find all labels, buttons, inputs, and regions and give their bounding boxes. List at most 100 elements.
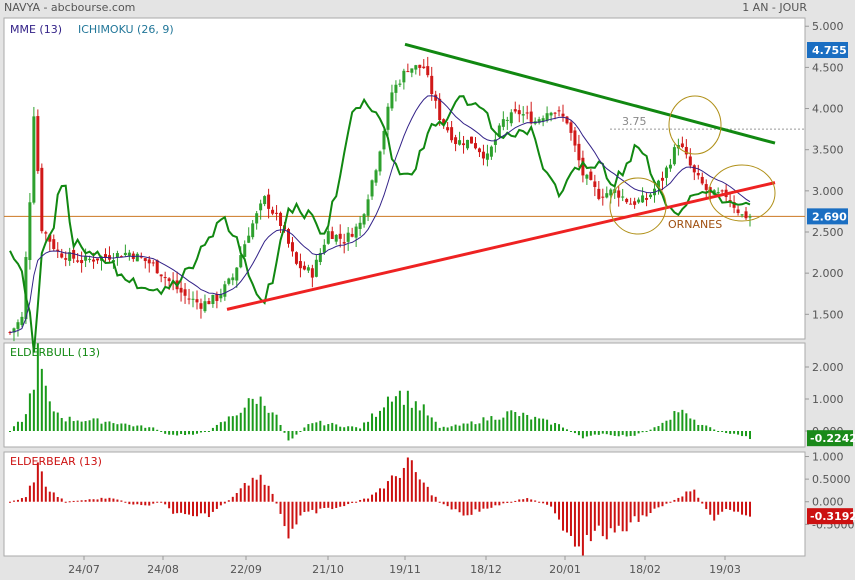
elderbear-bar-25 [108, 497, 111, 502]
elderbear-bar-101 [410, 460, 413, 502]
elderbear-bar-165 [665, 501, 668, 504]
elderbear-bar-159 [641, 501, 644, 516]
candle-body-57 [235, 267, 239, 281]
elderbull-bar-128 [518, 416, 521, 431]
price-y-tick-label-2: 4.000 [812, 103, 844, 116]
elderbear-bar-64 [263, 484, 266, 502]
elderbear-bar-15 [68, 501, 71, 503]
elderbull-bar-171 [689, 418, 692, 431]
candle-body-108 [438, 98, 442, 121]
legend-mme: MME (13) [10, 23, 62, 36]
elderbear-bar-74 [303, 501, 306, 512]
candle-body-60 [247, 235, 251, 243]
elderbear-bar-67 [275, 501, 278, 504]
elderbear-bar-133 [538, 501, 541, 503]
elderbear-bar-139 [562, 501, 565, 531]
elderbull-bar-165 [665, 420, 668, 431]
elderbear-bar-175 [705, 501, 708, 510]
elderbear-bar-4 [24, 497, 27, 502]
candle-body-21 [92, 259, 96, 262]
elderbull-bar-20 [88, 420, 91, 431]
elderbull-bar-98 [398, 390, 401, 431]
elderbull-bar-102 [414, 401, 417, 431]
candle-body-109 [442, 119, 446, 125]
elderbull-bar-91 [371, 413, 374, 431]
candle-body-178 [716, 192, 720, 194]
elderbull-bar-105 [426, 415, 429, 431]
elderbear-bar-166 [669, 501, 672, 503]
elderbull-bar-86 [351, 426, 354, 431]
candle-body-115 [466, 139, 470, 149]
elderbear-bar-110 [446, 501, 449, 507]
elderbull-bar-14 [64, 421, 67, 431]
candle-body-141 [569, 122, 573, 133]
elderbear-bar-156 [629, 501, 632, 523]
elderbear-bar-23 [100, 497, 103, 502]
candle-body-75 [306, 267, 310, 271]
elderbull-bar-4 [24, 414, 27, 431]
elderbull-bar-65 [267, 412, 270, 431]
elderbear-bar-154 [621, 501, 624, 532]
elderbull-bar-61 [251, 398, 254, 431]
elderbear-bar-34 [144, 501, 147, 506]
elderbear-bar-131 [530, 499, 533, 502]
elderbear-bar-20 [88, 499, 91, 502]
candle-body-120 [485, 153, 489, 160]
candle-body-103 [418, 64, 422, 68]
elderbull-bar-120 [486, 420, 489, 431]
elderbear-bar-40 [168, 501, 171, 509]
x-tick-label-1: 24/08 [147, 563, 179, 576]
top-price-badge-text: 4.755 [812, 44, 847, 57]
candle-body-8 [40, 167, 44, 232]
elderbull-bar-93 [379, 410, 381, 431]
candle-body-94 [382, 130, 386, 150]
candle-body-71 [290, 242, 294, 252]
elderbear-badge [807, 508, 853, 525]
candle-body-91 [370, 180, 374, 197]
elderbear-bar-91 [371, 494, 374, 502]
elderbull-bar-167 [673, 411, 676, 431]
elderbull-bar-47 [195, 431, 198, 434]
pattern-ellipse-right [708, 164, 776, 222]
elderbear-bar-121 [490, 501, 493, 508]
candle-body-119 [481, 151, 485, 159]
candle-body-147 [593, 181, 597, 187]
elderbear-bar-69 [283, 501, 286, 527]
candle-body-134 [541, 118, 545, 122]
elderbull-bar-166 [669, 419, 672, 431]
candle-body-76 [310, 268, 314, 278]
elderbear-bar-94 [382, 488, 385, 502]
candle-body-24 [103, 254, 107, 258]
candle-body-52 [215, 293, 219, 301]
candle-body-9 [44, 232, 48, 234]
price-y-tick-label-0: 5.000 [812, 20, 844, 33]
elderbull-bar-69 [283, 431, 286, 433]
candle-body-37 [155, 260, 159, 274]
elderbull-bar-141 [569, 431, 572, 432]
candle-body-66 [271, 209, 275, 214]
elderbull-bar-99 [402, 404, 405, 431]
elderbear-bar-124 [502, 501, 505, 504]
elderbear-bar-30 [128, 501, 131, 505]
elderbear-bar-5 [28, 485, 31, 502]
elderbear-bar-96 [390, 475, 393, 502]
x-tick-label-0: 24/07 [68, 563, 100, 576]
elderbear-bar-169 [681, 496, 684, 502]
candle-body-10 [48, 234, 52, 242]
elderbull-bar-107 [434, 421, 437, 431]
elderbull-bar-122 [494, 419, 497, 431]
elderbull-bar-126 [510, 410, 513, 431]
elderbull-bar-164 [661, 422, 664, 431]
candle-body-107 [434, 94, 438, 101]
elderbull-bar-85 [347, 426, 350, 431]
candle-body-185 [744, 211, 748, 219]
elderbear-bar-163 [657, 501, 660, 508]
elderbear-y-tick-label-2: 0.000 [812, 496, 844, 509]
elderbear-bar-97 [394, 476, 397, 502]
elderbull-bar-35 [148, 427, 151, 431]
elderbear-bar-160 [645, 501, 648, 517]
elderbear-bar-26 [112, 498, 115, 502]
elderbull-badge [807, 430, 853, 447]
elderbull-bar-168 [677, 412, 680, 431]
